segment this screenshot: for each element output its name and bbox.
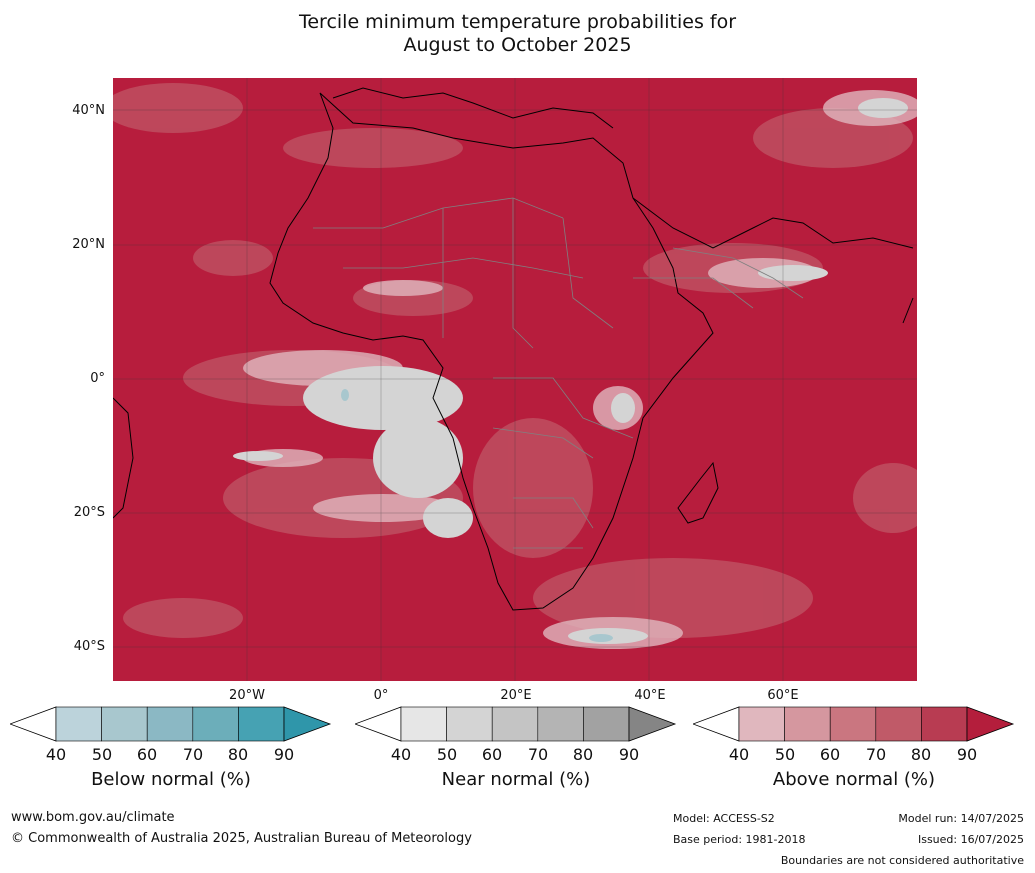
below-normal-segment: [238, 706, 285, 742]
chart-title-line1: Tercile minimum temperature probabilitie…: [298, 11, 737, 33]
chart-title-line2: August to October 2025: [403, 34, 632, 56]
below-normal-segment: [101, 706, 148, 742]
lat-label-40s: 40°S: [73, 639, 105, 654]
lon-label-20w: 20°W: [229, 688, 265, 703]
issued-date: Issued: 16/07/2025: [917, 833, 1024, 846]
above-normal-segment: [875, 706, 922, 742]
near-tick-40: 40: [390, 745, 412, 764]
below-tick-90: 90: [273, 745, 295, 764]
below-normal-segment: [192, 706, 239, 742]
below-normal-colorbar: [10, 706, 332, 742]
website-link[interactable]: www.bom.gov.au/climate: [11, 810, 175, 825]
above-normal-label: Above normal (%): [772, 769, 936, 790]
above-tick-90: 90: [956, 745, 978, 764]
lon-label-40e: 40°E: [634, 688, 666, 703]
near-tick-50: 50: [436, 745, 458, 764]
above-normal-extension-high: [966, 706, 1015, 742]
below-tick-50: 50: [91, 745, 113, 764]
near-normal-segment: [491, 706, 539, 742]
above-normal-segment: [784, 706, 831, 742]
above-tick-70: 70: [865, 745, 887, 764]
lat-label-20n: 20°N: [72, 237, 105, 252]
below-tick-80: 80: [227, 745, 249, 764]
country-boundaries: [313, 197, 804, 549]
near-normal-extension-high: [628, 706, 677, 742]
below-tick-60: 60: [136, 745, 158, 764]
near-normal-segment: [583, 706, 630, 742]
above-normal-segment: [921, 706, 968, 742]
lat-label-20s: 20°S: [73, 505, 105, 520]
below-normal-extension-high: [283, 706, 332, 742]
lon-label-0: 0°: [373, 688, 389, 703]
near-tick-70: 70: [527, 745, 549, 764]
near-normal-extension-low: [355, 706, 402, 742]
above-tick-80: 80: [910, 745, 932, 764]
above-normal-colorbar: [693, 706, 1015, 742]
near-normal-shading: [233, 98, 908, 644]
above-normal-extension-low: [693, 706, 740, 742]
above-normal-segment: [738, 706, 785, 742]
near-normal-segment: [446, 706, 493, 742]
below-normal-label: Below normal (%): [91, 769, 251, 790]
above-tick-50: 50: [774, 745, 796, 764]
near-normal-segment: [537, 706, 584, 742]
copyright-text: © Commonwealth of Australia 2025, Austra…: [11, 831, 472, 846]
near-tick-80: 80: [572, 745, 594, 764]
base-period: Base period: 1981-2018: [673, 833, 806, 846]
below-tick-70: 70: [182, 745, 204, 764]
boundaries-disclaimer: Boundaries are not considered authoritat…: [780, 854, 1024, 867]
near-tick-60: 60: [481, 745, 503, 764]
below-normal-segment: [146, 706, 194, 742]
probability-map: [113, 78, 917, 681]
model-name: Model: ACCESS-S2: [673, 812, 775, 825]
near-tick-90: 90: [618, 745, 640, 764]
below-normal-extension-low: [10, 706, 57, 742]
below-tick-40: 40: [45, 745, 67, 764]
lon-label-20e: 20°E: [500, 688, 532, 703]
lat-label-eq: 0°: [90, 371, 105, 386]
near-normal-colorbar: [355, 706, 677, 742]
near-normal-segment: [400, 706, 447, 742]
lat-label-40n: 40°N: [72, 103, 105, 118]
below-normal-segment: [55, 706, 102, 742]
above-normal-segment: [829, 706, 877, 742]
lon-label-60e: 60°E: [767, 688, 799, 703]
model-run: Model run: 14/07/2025: [898, 812, 1024, 825]
graticule: [113, 78, 917, 681]
above-tick-40: 40: [728, 745, 750, 764]
above-tick-60: 60: [819, 745, 841, 764]
near-normal-label: Near normal (%): [441, 769, 591, 790]
below-normal-shading: [341, 389, 613, 642]
coastlines: [113, 87, 914, 611]
